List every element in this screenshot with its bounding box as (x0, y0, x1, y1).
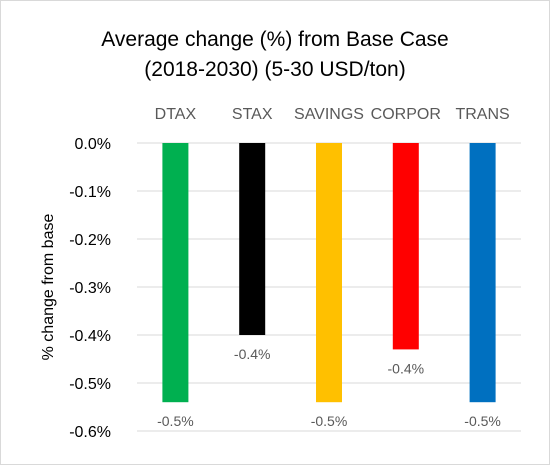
bar (392, 143, 419, 350)
y-tick-label: 0.0% (75, 136, 111, 153)
bar (316, 143, 342, 403)
data-label: -0.4% (234, 346, 271, 362)
y-tick-label: -0.3% (69, 280, 111, 297)
y-tick-label: -0.6% (69, 424, 111, 441)
data-label: -0.5% (311, 413, 348, 429)
category-label: DTAX (155, 106, 197, 123)
bar (162, 143, 189, 403)
y-tick-label: -0.2% (69, 232, 111, 249)
bar (469, 143, 496, 403)
data-label: -0.5% (157, 413, 194, 429)
category-label: SAVINGS (294, 106, 364, 123)
data-label: -0.4% (388, 360, 425, 376)
chart-title-line-1: Average change (%) from Base Case (101, 28, 449, 51)
y-axis-title: % change from base (40, 214, 57, 361)
chart-title-line-2: (2018-2030) (5-30 USD/ton) (144, 58, 406, 81)
y-tick-label: -0.5% (69, 376, 111, 393)
y-tick-label: -0.1% (69, 184, 111, 201)
category-label: TRANS (455, 106, 509, 123)
data-label: -0.5% (464, 413, 501, 429)
bar (239, 143, 266, 335)
y-tick-label: -0.4% (69, 328, 111, 345)
category-label: CORPOR (371, 106, 441, 123)
category-label: STAX (232, 106, 273, 123)
chart-title: Average change (%) from Base Case (2018-… (1, 25, 549, 85)
